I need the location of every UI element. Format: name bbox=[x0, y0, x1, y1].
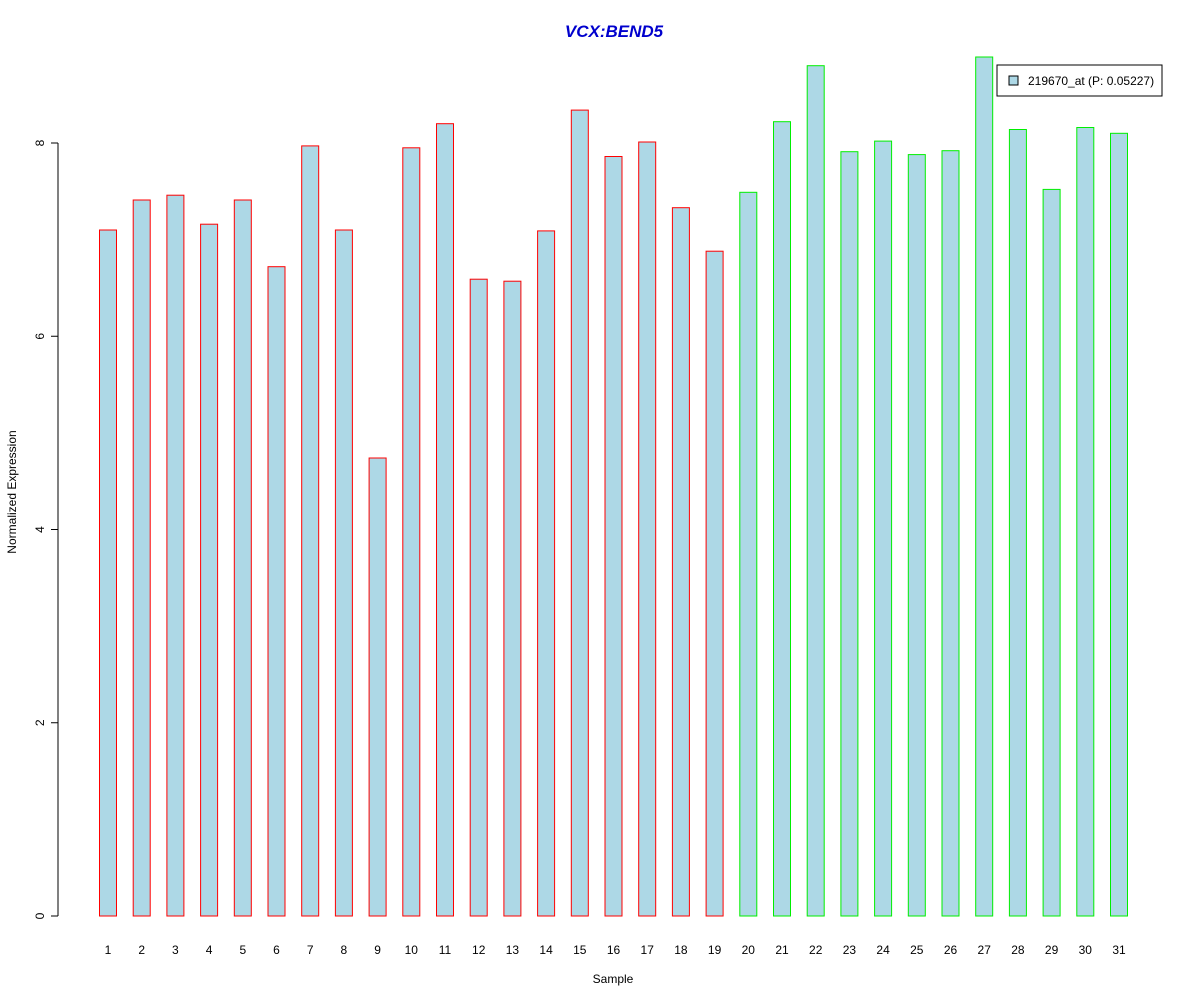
x-tick-label: 3 bbox=[172, 943, 179, 957]
bar-sample-17 bbox=[638, 141, 657, 917]
x-tick-label: 11 bbox=[439, 943, 452, 957]
x-tick-label: 28 bbox=[1011, 943, 1025, 957]
x-tick-label: 20 bbox=[742, 943, 756, 957]
y-tick-label: 4 bbox=[33, 526, 47, 533]
bar-sample-7 bbox=[301, 145, 320, 917]
y-axis-label: Normalized Expression bbox=[5, 430, 19, 553]
bar-sample-15 bbox=[570, 109, 589, 917]
legend-swatch bbox=[1008, 75, 1019, 86]
bar-sample-22 bbox=[806, 65, 825, 917]
x-tick-label: 9 bbox=[374, 943, 381, 957]
bar-sample-2 bbox=[132, 199, 151, 917]
bar-sample-23 bbox=[840, 151, 859, 917]
bar-sample-26 bbox=[941, 150, 960, 917]
bar-sample-24 bbox=[874, 140, 893, 917]
bar-sample-20 bbox=[739, 191, 758, 917]
bar-sample-25 bbox=[907, 154, 926, 917]
x-tick-label: 6 bbox=[273, 943, 280, 957]
bar-sample-3 bbox=[166, 194, 185, 917]
x-tick-label: 19 bbox=[708, 943, 722, 957]
bar-sample-27 bbox=[975, 56, 994, 917]
legend-label: 219670_at (P: 0.05227) bbox=[1028, 74, 1154, 88]
bar-sample-4 bbox=[200, 223, 219, 917]
chart-title: VCX:BEND5 bbox=[565, 22, 664, 41]
x-tick-label: 22 bbox=[809, 943, 823, 957]
bar-sample-30 bbox=[1076, 127, 1095, 917]
x-tick-label: 4 bbox=[206, 943, 213, 957]
x-tick-label: 10 bbox=[405, 943, 419, 957]
legend: 219670_at (P: 0.05227) bbox=[996, 64, 1163, 97]
bar-sample-18 bbox=[671, 207, 690, 917]
legend-box bbox=[996, 64, 1163, 97]
x-tick-label: 5 bbox=[239, 943, 246, 957]
x-tick-label: 13 bbox=[506, 943, 520, 957]
bar-sample-14 bbox=[537, 230, 556, 917]
x-tick-label: 23 bbox=[843, 943, 857, 957]
x-tick-label: 31 bbox=[1112, 943, 1126, 957]
x-tick-label: 2 bbox=[138, 943, 145, 957]
bar-sample-16 bbox=[604, 156, 623, 917]
x-axis-label: Sample bbox=[593, 972, 634, 986]
x-tick-label: 15 bbox=[573, 943, 587, 957]
x-tick-label: 14 bbox=[539, 943, 553, 957]
x-tick-label: 30 bbox=[1079, 943, 1093, 957]
bar-sample-1 bbox=[99, 229, 117, 917]
x-tick-label: 21 bbox=[775, 943, 789, 957]
bar-sample-31 bbox=[1110, 132, 1128, 917]
bar-sample-29 bbox=[1042, 188, 1061, 917]
y-tick-label: 6 bbox=[33, 333, 47, 340]
x-tick-label: 27 bbox=[978, 943, 992, 957]
bar-sample-21 bbox=[773, 121, 791, 917]
x-tick-label: 26 bbox=[944, 943, 958, 957]
bar-sample-13 bbox=[503, 280, 522, 917]
x-tick-label: 16 bbox=[607, 943, 621, 957]
x-tick-label: 7 bbox=[307, 943, 314, 957]
bar-sample-10 bbox=[402, 147, 421, 917]
bars bbox=[99, 56, 1128, 917]
bar-sample-19 bbox=[705, 250, 724, 917]
x-tick-label: 1 bbox=[105, 943, 112, 957]
x-tick-labels: 1 2 3 4 5 6 7 8 9 10 11 12 13 14 15 16 17 18 19 20 21 22 23 24 2… bbox=[105, 943, 1126, 957]
x-tick-label: 18 bbox=[674, 943, 688, 957]
bar-sample-28 bbox=[1008, 129, 1027, 917]
y-tick-label: 0 bbox=[33, 912, 47, 919]
x-tick-label: 8 bbox=[341, 943, 348, 957]
bar-sample-11 bbox=[436, 123, 454, 917]
x-tick-label: 12 bbox=[472, 943, 486, 957]
bar-sample-9 bbox=[368, 457, 387, 917]
x-tick-label: 29 bbox=[1045, 943, 1059, 957]
bar-sample-5 bbox=[233, 199, 252, 917]
bar-sample-6 bbox=[267, 266, 286, 917]
y-axis: 0 2 4 6 8 bbox=[33, 139, 59, 919]
y-tick-label: 2 bbox=[33, 719, 47, 726]
x-tick-label: 24 bbox=[876, 943, 890, 957]
bar-sample-8 bbox=[334, 229, 353, 917]
bar-sample-12 bbox=[469, 278, 488, 917]
x-tick-label: 17 bbox=[641, 943, 655, 957]
x-tick-label: 25 bbox=[910, 943, 924, 957]
y-tick-label: 8 bbox=[33, 139, 47, 146]
